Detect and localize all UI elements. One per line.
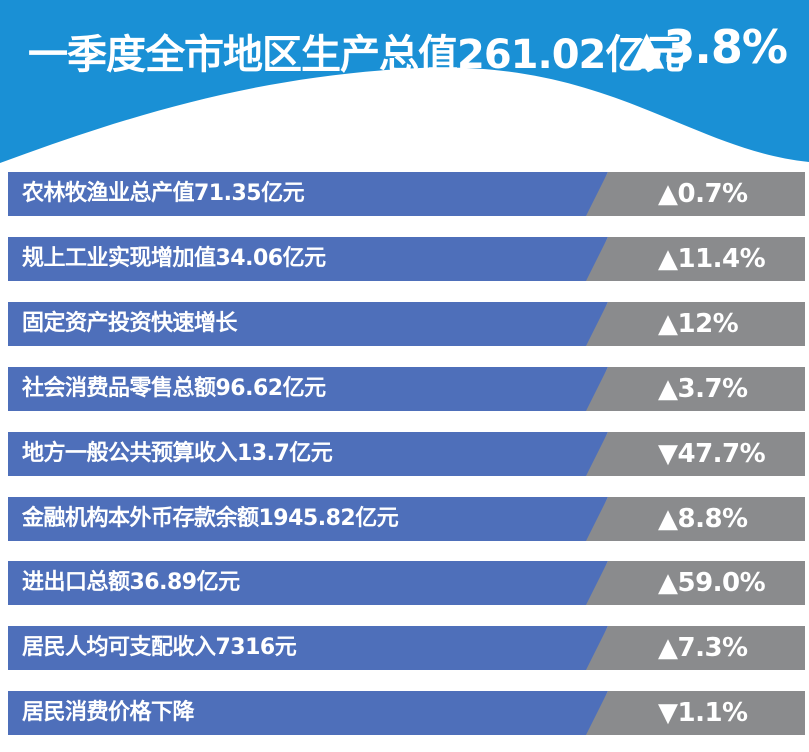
row-change: ▲59.0%	[658, 568, 766, 598]
label-background	[8, 367, 608, 411]
label-background	[8, 237, 608, 281]
row-change: ▼1.1%	[658, 698, 748, 728]
table-row: 居民消费价格下降 ▼1.1%	[8, 691, 805, 735]
value-background	[586, 497, 805, 541]
title-change: ▲3.8%	[629, 20, 788, 74]
row-label: 农林牧渔业总产值71.35亿元	[22, 181, 305, 206]
value-background	[586, 561, 805, 605]
row-label: 进出口总额36.89亿元	[22, 570, 240, 595]
value-background	[586, 367, 805, 411]
row-change: ▲8.8%	[658, 504, 748, 534]
row-label: 固定资产投资快速增长	[22, 311, 238, 336]
value-background	[586, 237, 805, 281]
value-background	[586, 172, 805, 216]
row-label: 金融机构本外币存款余额1945.82亿元	[22, 506, 399, 531]
row-change: ▲0.7%	[658, 179, 748, 209]
label-background	[8, 561, 608, 605]
row-change: ▼47.7%	[658, 439, 766, 469]
row-label: 规上工业实现增加值34.06亿元	[22, 246, 326, 271]
table-row: 农林牧渔业总产值71.35亿元 ▲0.7%	[8, 172, 805, 216]
label-background	[8, 497, 608, 541]
row-change: ▲3.7%	[658, 374, 748, 404]
row-change: ▲12%	[658, 309, 739, 339]
table-row: 规上工业实现增加值34.06亿元 ▲11.4%	[8, 237, 805, 281]
row-label: 居民人均可支配收入7316元	[22, 635, 297, 660]
row-label: 地方一般公共预算收入13.7亿元	[22, 441, 333, 466]
value-background	[586, 302, 805, 346]
chart-title: 一季度全市地区生产总值261.02亿元	[28, 32, 684, 78]
table-row: 社会消费品零售总额96.62亿元 ▲3.7%	[8, 367, 805, 411]
value-background	[586, 432, 805, 476]
row-label: 社会消费品零售总额96.62亿元	[22, 376, 326, 401]
label-background	[8, 302, 608, 346]
label-background	[8, 691, 608, 735]
table-row: 金融机构本外币存款余额1945.82亿元 ▲8.8%	[8, 497, 805, 541]
header-banner: 一季度全市地区生产总值261.02亿元 ▲3.8%	[0, 0, 809, 165]
label-background	[8, 432, 608, 476]
value-background	[586, 626, 805, 670]
label-background	[8, 626, 608, 670]
row-label: 居民消费价格下降	[22, 700, 195, 725]
value-background	[586, 691, 805, 735]
table-row: 固定资产投资快速增长 ▲12%	[8, 302, 805, 346]
row-change: ▲7.3%	[658, 633, 748, 663]
label-background	[8, 172, 608, 216]
table-row: 地方一般公共预算收入13.7亿元 ▼47.7%	[8, 432, 805, 476]
table-row: 居民人均可支配收入7316元 ▲7.3%	[8, 626, 805, 670]
table-row: 进出口总额36.89亿元 ▲59.0%	[8, 561, 805, 605]
header-wave-shape	[0, 0, 809, 163]
row-change: ▲11.4%	[658, 244, 766, 274]
